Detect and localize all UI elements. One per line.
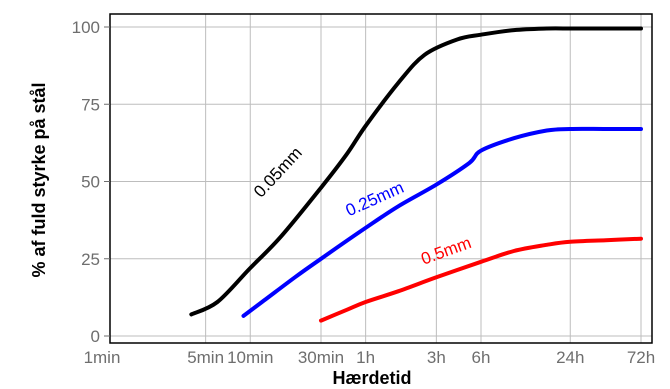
x-axis-ticks: 1min 5min 10min 30min 1h 3h 6h 24h 72h — [84, 348, 656, 367]
x-tick-label: 30min — [298, 348, 344, 367]
series-label-1: 0.25mm — [343, 178, 407, 220]
series-line-0 — [189, 26, 643, 317]
x-tick-label: 1h — [356, 348, 375, 367]
series-labels: 0.05mm 0.25mm 0.5mm — [250, 143, 474, 268]
x-tick-label: 3h — [427, 348, 446, 367]
plot-frame — [109, 13, 653, 344]
series-line-2 — [319, 236, 643, 323]
x-tick-label: 5min — [187, 348, 224, 367]
y-axis-ticks: 0 25 50 75 100 — [72, 18, 110, 346]
x-tick-label: 10min — [227, 348, 273, 367]
y-tick-label: 25 — [81, 250, 100, 269]
series-label-0: 0.05mm — [250, 143, 306, 201]
x-tick-label: 24h — [556, 348, 584, 367]
y-tick-label: 0 — [91, 327, 100, 346]
series-lines — [189, 26, 643, 323]
x-tick-label: 1min — [84, 348, 121, 367]
y-tick-label: 50 — [81, 173, 100, 192]
grid — [110, 14, 652, 343]
y-tick-label: 75 — [81, 95, 100, 114]
y-axis-title: % af fuld styrke på stål — [29, 82, 49, 277]
x-tick-label: 6h — [472, 348, 491, 367]
y-tick-label: 100 — [72, 18, 100, 37]
series-label-2: 0.5mm — [418, 233, 473, 269]
x-axis-title: Hærdetid — [332, 368, 411, 388]
x-tick-label: 72h — [627, 348, 655, 367]
series-line-1 — [241, 126, 643, 318]
